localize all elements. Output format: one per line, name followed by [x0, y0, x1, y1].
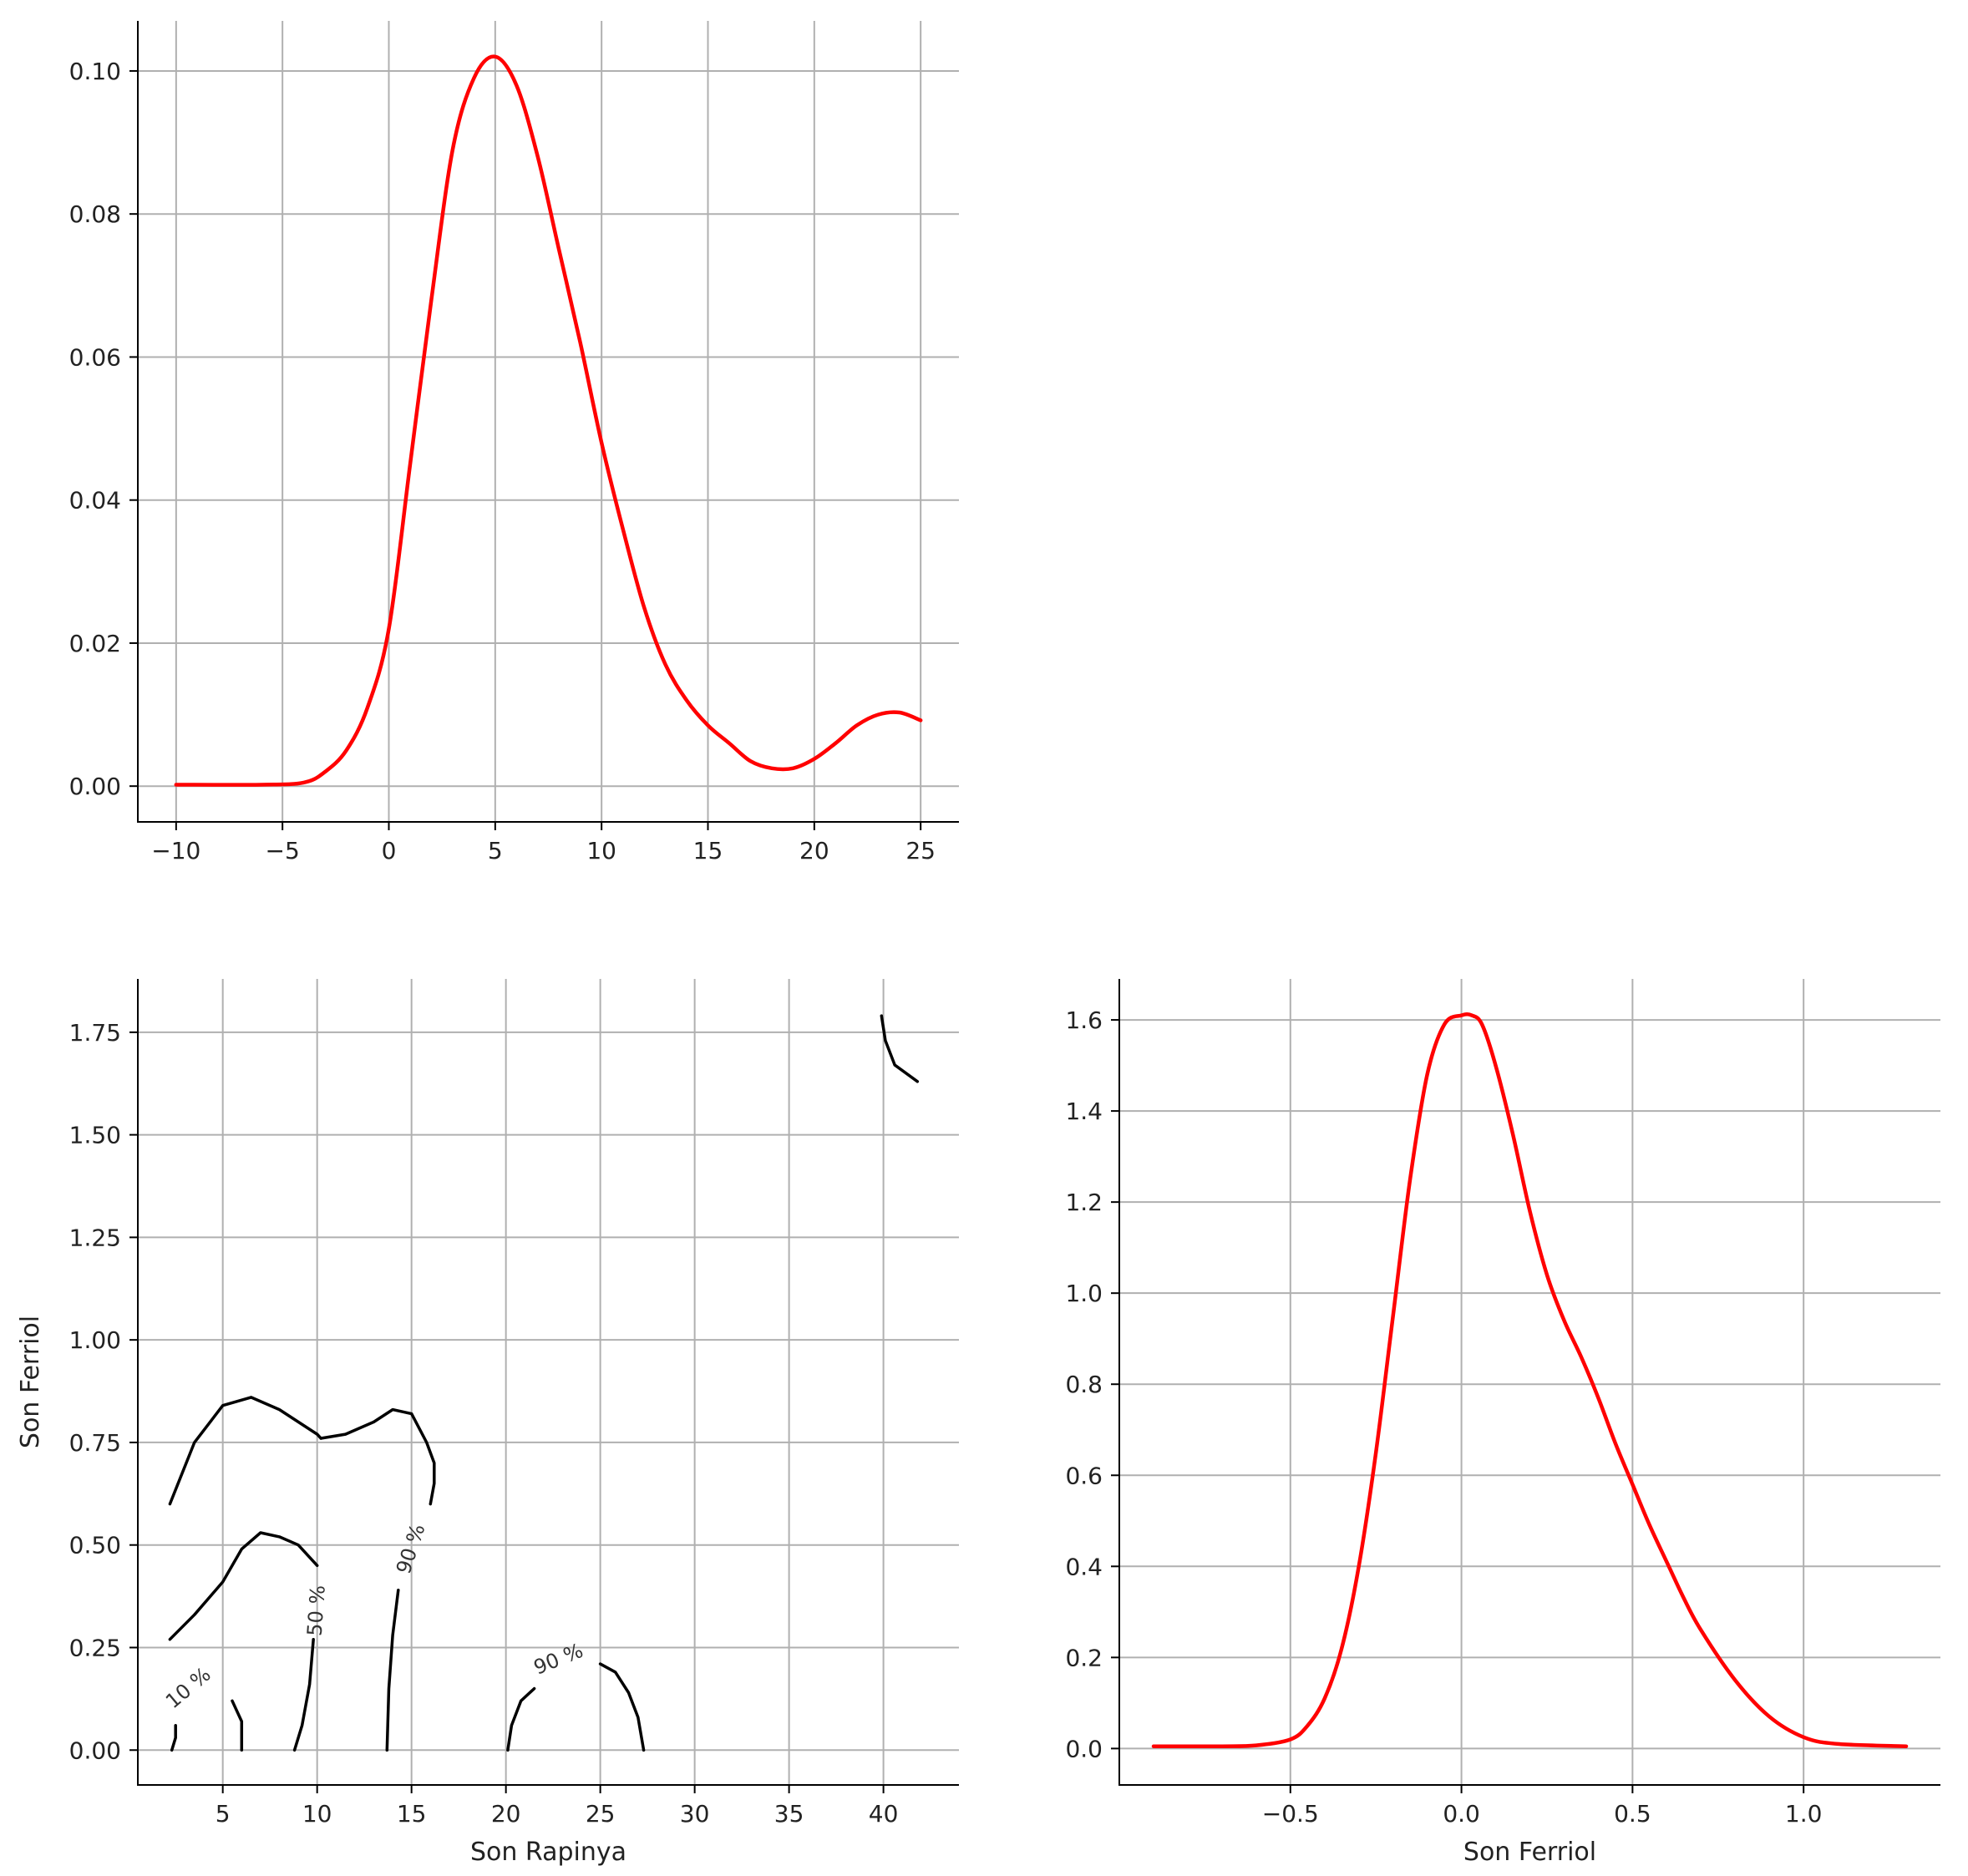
y-tick-label: 0.6 — [1065, 1462, 1103, 1489]
x-tick-label: 0.0 — [1443, 1800, 1480, 1828]
y-tick-label: 0.00 — [69, 1737, 121, 1764]
y-tick-label: 0.25 — [69, 1634, 121, 1661]
x-tick-label: −0.5 — [1262, 1800, 1319, 1828]
y-tick-label: 1.75 — [69, 1019, 121, 1047]
x-tick-label: 5 — [216, 1800, 231, 1828]
x-tick-label: 1.0 — [1785, 1800, 1823, 1828]
y-tick-label: 1.6 — [1065, 1006, 1103, 1034]
y-tick-label: 0.08 — [69, 200, 121, 228]
y-tick-label: 0.0 — [1065, 1735, 1103, 1762]
contour-line — [598, 1662, 646, 1752]
contour-line — [880, 1014, 920, 1083]
x-tick-label: −10 — [151, 837, 200, 864]
contour-line — [168, 1396, 322, 1506]
y-tick-label: 0.02 — [69, 630, 121, 657]
contour-line — [168, 1531, 319, 1641]
x-tick-label: 15 — [397, 1800, 427, 1828]
y-tick-label: 1.0 — [1065, 1280, 1103, 1307]
contour-line — [506, 1686, 536, 1752]
y-tick-label: 0.4 — [1065, 1553, 1103, 1580]
x-tick-label: 0 — [382, 837, 397, 864]
y-tick-label: 0.2 — [1065, 1644, 1103, 1671]
x-tick-label: 10 — [586, 837, 616, 864]
x-tick-label: 40 — [869, 1800, 899, 1828]
density-plot-top-left: −10 −5 0 5 10 15 20 25 0.00 0.02 0.04 0.06 0.08 0.10 — [69, 21, 959, 864]
y-tick-label: 1.4 — [1065, 1098, 1103, 1125]
y-tick-label: 0.06 — [69, 343, 121, 371]
y-tick-label: 1.00 — [69, 1326, 121, 1354]
x-axis-title: Son Rapinya — [470, 1838, 626, 1867]
x-axis-title: Son Ferriol — [1463, 1838, 1596, 1867]
y-tick-label: 1.50 — [69, 1122, 121, 1149]
density-curve — [1151, 1012, 1909, 1748]
contour-line — [385, 1588, 400, 1752]
x-tick-label: 5 — [488, 837, 503, 864]
x-tick-label: 25 — [586, 1800, 616, 1828]
x-tick-label: 20 — [799, 837, 829, 864]
y-tick-label: 0.8 — [1065, 1371, 1103, 1398]
contour-line — [231, 1699, 244, 1752]
x-tick-label: 35 — [774, 1800, 804, 1828]
density-curve — [174, 54, 923, 787]
y-tick-label: 1.25 — [69, 1224, 121, 1251]
y-tick-label: 0.00 — [69, 773, 121, 800]
x-tick-label: 15 — [693, 837, 723, 864]
y-tick-label: 0.50 — [69, 1532, 121, 1559]
x-tick-label: 30 — [680, 1800, 710, 1828]
x-tick-label: 25 — [905, 837, 936, 864]
y-tick-label: 0.10 — [69, 58, 121, 85]
y-tick-label: 1.2 — [1065, 1189, 1103, 1216]
contour-level-label: 50 % — [303, 1584, 330, 1637]
density-plot-bottom-right: −0.5 0.0 0.5 1.0 0.0 0.2 0.4 0.6 0.8 1.0 1.2 1.4 1.6… — [1065, 979, 1940, 1867]
y-tick-label: 0.04 — [69, 487, 121, 515]
y-tick-label: 0.75 — [69, 1429, 121, 1457]
x-tick-label: −5 — [266, 837, 300, 864]
x-tick-label: 0.5 — [1614, 1800, 1651, 1828]
contour-line — [319, 1407, 436, 1506]
contour-line — [292, 1637, 315, 1752]
x-tick-label: 10 — [302, 1800, 332, 1828]
contour-line — [170, 1724, 177, 1752]
x-tick-label: 20 — [491, 1800, 521, 1828]
y-axis-title: Son Ferriol — [16, 1316, 45, 1448]
